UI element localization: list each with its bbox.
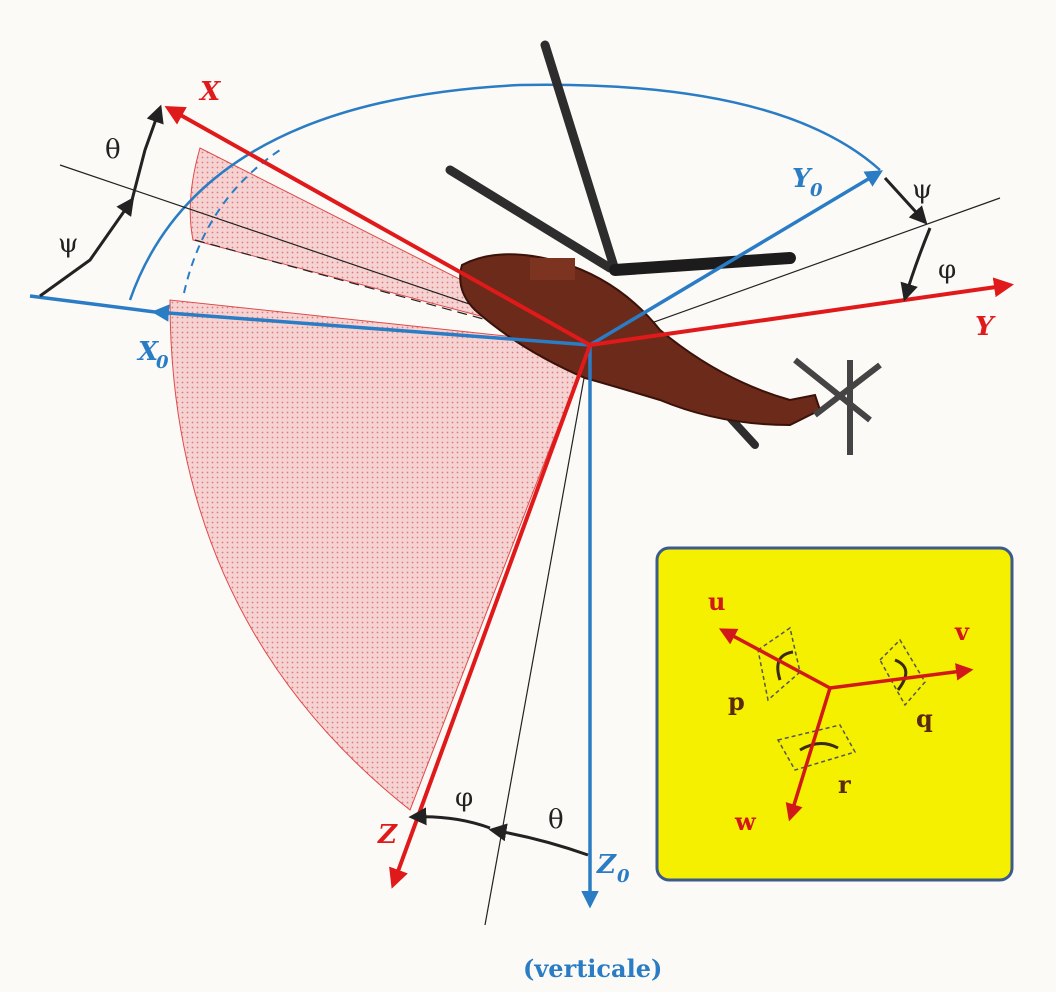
- inset-axis-u: [718, 628, 831, 690]
- reference-arc: [128, 83, 881, 301]
- angle-arrow-psi-right: [883, 176, 928, 225]
- label-phi-right: φ: [938, 255, 956, 285]
- label-body-x: X: [198, 77, 222, 107]
- construction-line-right: [589, 197, 1001, 346]
- inset-label-r: r: [838, 770, 851, 799]
- label-phi-bottom: φ: [455, 783, 473, 813]
- label-theta-bottom: θ: [548, 805, 564, 835]
- inset-panel: u v w p q r: [655, 546, 1014, 882]
- rotation-q-icon: [879, 638, 926, 707]
- angle-arrow-phi-right: [900, 227, 932, 302]
- axis-body-y: [589, 277, 1014, 347]
- svg-text:X: X: [136, 337, 160, 367]
- label-body-z: Z: [377, 820, 398, 850]
- label-theta-top: θ: [105, 135, 121, 165]
- inset-label-v: v: [954, 617, 970, 646]
- label-ref-z: Z 0: [596, 850, 630, 887]
- axis-ref-y: [589, 170, 884, 347]
- angle-arrow-theta-top: [130, 104, 164, 201]
- svg-text:0: 0: [617, 866, 630, 887]
- label-body-y: Y: [975, 312, 996, 342]
- angle-arrow-psi-left: [39, 197, 135, 298]
- inset-label-p: p: [728, 687, 745, 716]
- axis-ref-x-extension: [29, 294, 156, 314]
- rotation-r-icon: [776, 724, 857, 771]
- label-vertical: (verticale): [523, 954, 662, 983]
- axis-body-z: [389, 344, 592, 889]
- svg-text:0: 0: [156, 352, 169, 373]
- svg-text:Z: Z: [596, 850, 617, 880]
- inset-label-q: q: [916, 704, 933, 733]
- inset-axis-v: [829, 663, 974, 690]
- angle-arrow-phi-bottom: [408, 807, 491, 830]
- svg-text:0: 0: [810, 180, 823, 201]
- angle-arrow-theta-bottom: [488, 823, 589, 857]
- label-psi-left: ψ: [58, 229, 78, 259]
- svg-text:Y: Y: [792, 164, 813, 194]
- inset-label-u: u: [708, 587, 725, 616]
- axis-body-x: [164, 106, 591, 347]
- label-psi-right: ψ: [912, 175, 932, 205]
- label-ref-x: X 0: [136, 337, 169, 373]
- inset-axis-w: [785, 687, 832, 822]
- sector-lower: [169, 299, 591, 811]
- label-ref-y: Y 0: [792, 164, 823, 201]
- axis-ref-x: [151, 304, 591, 347]
- inset-label-w: w: [734, 807, 757, 836]
